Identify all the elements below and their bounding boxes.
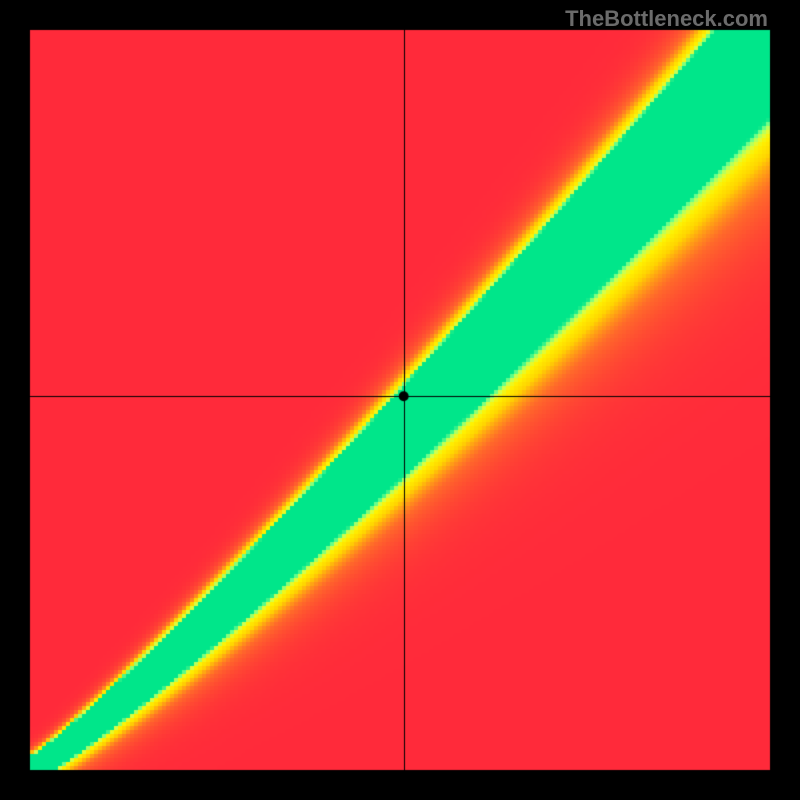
chart-container: TheBottleneck.com bbox=[0, 0, 800, 800]
bottleneck-heatmap-canvas bbox=[0, 0, 800, 800]
